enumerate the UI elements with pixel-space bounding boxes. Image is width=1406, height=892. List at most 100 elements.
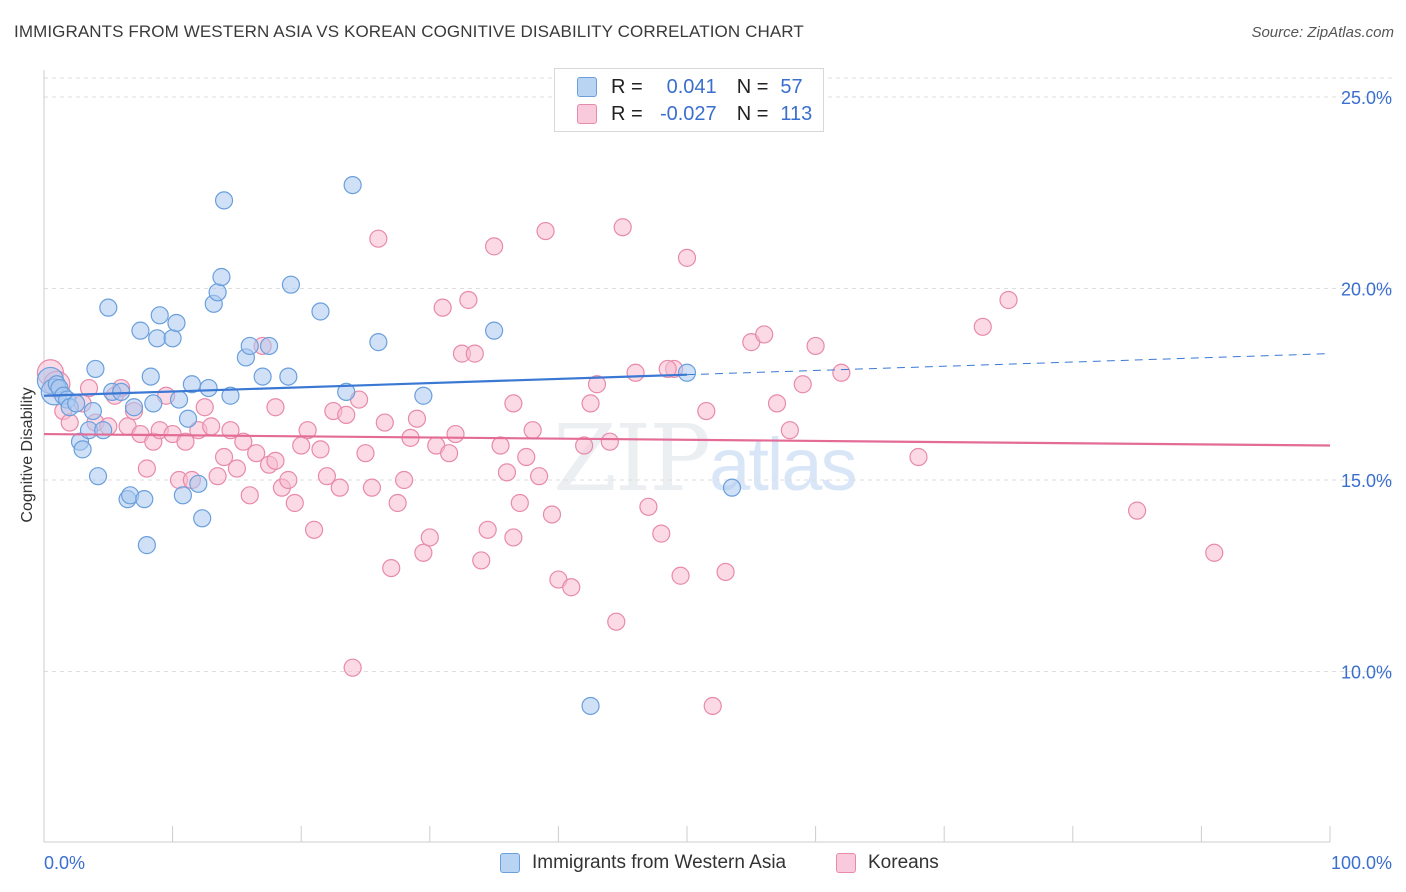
- data-point: [697, 401, 716, 421]
- data-point: [94, 421, 113, 440]
- data-point: [433, 298, 452, 317]
- data-point: [343, 658, 362, 677]
- legend-label-western-asia: Immigrants from Western Asia: [532, 852, 787, 873]
- data-point: [407, 409, 427, 428]
- data-point: [337, 382, 356, 402]
- data-point: [88, 467, 108, 486]
- data-point: [999, 290, 1018, 310]
- data-point: [459, 290, 478, 310]
- r-value: 0.041: [666, 75, 717, 98]
- data-point: [369, 229, 388, 248]
- n-label: N =: [736, 75, 769, 98]
- watermark-zip: ZIP: [553, 405, 711, 512]
- n-label: N =: [736, 102, 769, 125]
- data-point: [234, 432, 253, 451]
- data-point: [317, 467, 337, 486]
- data-point: [652, 524, 671, 543]
- data-point: [581, 394, 600, 413]
- data-point: [176, 432, 195, 451]
- stats-row-koreans: R = -0.027 N = 113: [577, 102, 812, 126]
- data-point: [193, 509, 212, 528]
- data-point: [517, 447, 536, 467]
- data-point: [909, 447, 928, 467]
- data-point: [141, 367, 160, 386]
- data-point: [536, 221, 555, 241]
- data-point: [722, 478, 742, 497]
- legend-swatch-pink: [577, 104, 597, 124]
- trend-line: [43, 373, 688, 397]
- data-point: [99, 298, 118, 317]
- data-point: [178, 409, 198, 428]
- trend-line: [43, 432, 1331, 447]
- data-point: [285, 493, 304, 513]
- data-point: [343, 175, 362, 195]
- n-value: 113: [780, 102, 813, 125]
- data-point: [112, 382, 131, 402]
- data-point: [1127, 501, 1147, 520]
- n-value: 57: [780, 75, 803, 98]
- data-point: [485, 237, 504, 256]
- y-tick-label: 10.0%: [1341, 663, 1392, 683]
- data-point: [414, 386, 433, 405]
- data-point: [189, 474, 208, 493]
- data-point: [530, 467, 549, 486]
- data-point: [767, 394, 787, 413]
- y-tick-label: 25.0%: [1341, 88, 1392, 108]
- data-point: [227, 459, 246, 478]
- data-point: [973, 317, 992, 336]
- legend-label-koreans: Koreans: [868, 852, 939, 873]
- data-point: [607, 612, 626, 631]
- data-point: [832, 363, 851, 382]
- data-point: [581, 696, 600, 716]
- data-point: [214, 447, 234, 467]
- series-legend: Immigrants from Western Asia Koreans: [0, 850, 1406, 880]
- legend-swatch-blue: [577, 77, 597, 97]
- data-point: [86, 359, 105, 379]
- r-label: R =: [611, 102, 643, 125]
- data-point: [439, 444, 459, 463]
- data-point: [214, 191, 234, 210]
- x-tick-label: 0.0%: [44, 853, 85, 873]
- data-point: [304, 520, 324, 539]
- data-point: [253, 367, 272, 386]
- legend-item-koreans: Koreans: [836, 852, 939, 874]
- data-point: [613, 218, 632, 237]
- data-point: [600, 432, 619, 451]
- data-point: [124, 398, 144, 417]
- data-point: [716, 562, 735, 582]
- legend-swatch-pink: [836, 853, 856, 873]
- data-point: [755, 325, 774, 344]
- data-point: [135, 490, 154, 509]
- r-value: -0.027: [659, 102, 717, 125]
- data-point: [626, 363, 645, 382]
- data-point: [671, 566, 690, 585]
- data-point: [414, 543, 433, 562]
- data-point: [240, 486, 259, 505]
- data-point: [465, 344, 484, 363]
- data-point: [497, 463, 517, 482]
- legend-item-western-asia: Immigrants from Western Asia: [500, 852, 786, 874]
- data-point: [311, 302, 330, 321]
- data-point: [148, 329, 167, 348]
- data-point: [504, 394, 523, 413]
- data-point: [311, 440, 330, 459]
- data-point: [137, 536, 156, 555]
- data-point: [780, 421, 799, 440]
- data-point: [677, 363, 697, 382]
- data-point: [504, 528, 523, 547]
- data-point: [356, 444, 375, 463]
- data-point: [394, 470, 414, 490]
- data-point: [491, 436, 510, 455]
- data-point: [575, 436, 594, 455]
- data-point: [212, 267, 231, 287]
- data-point: [388, 493, 407, 513]
- data-point: [337, 405, 356, 424]
- watermark: ZIPatlas: [553, 405, 857, 512]
- y-tick-label: 20.0%: [1341, 280, 1392, 300]
- data-point: [485, 321, 504, 340]
- data-point: [79, 378, 99, 398]
- data-point: [67, 394, 86, 413]
- data-point: [677, 248, 697, 267]
- legend-swatch-blue: [500, 853, 520, 873]
